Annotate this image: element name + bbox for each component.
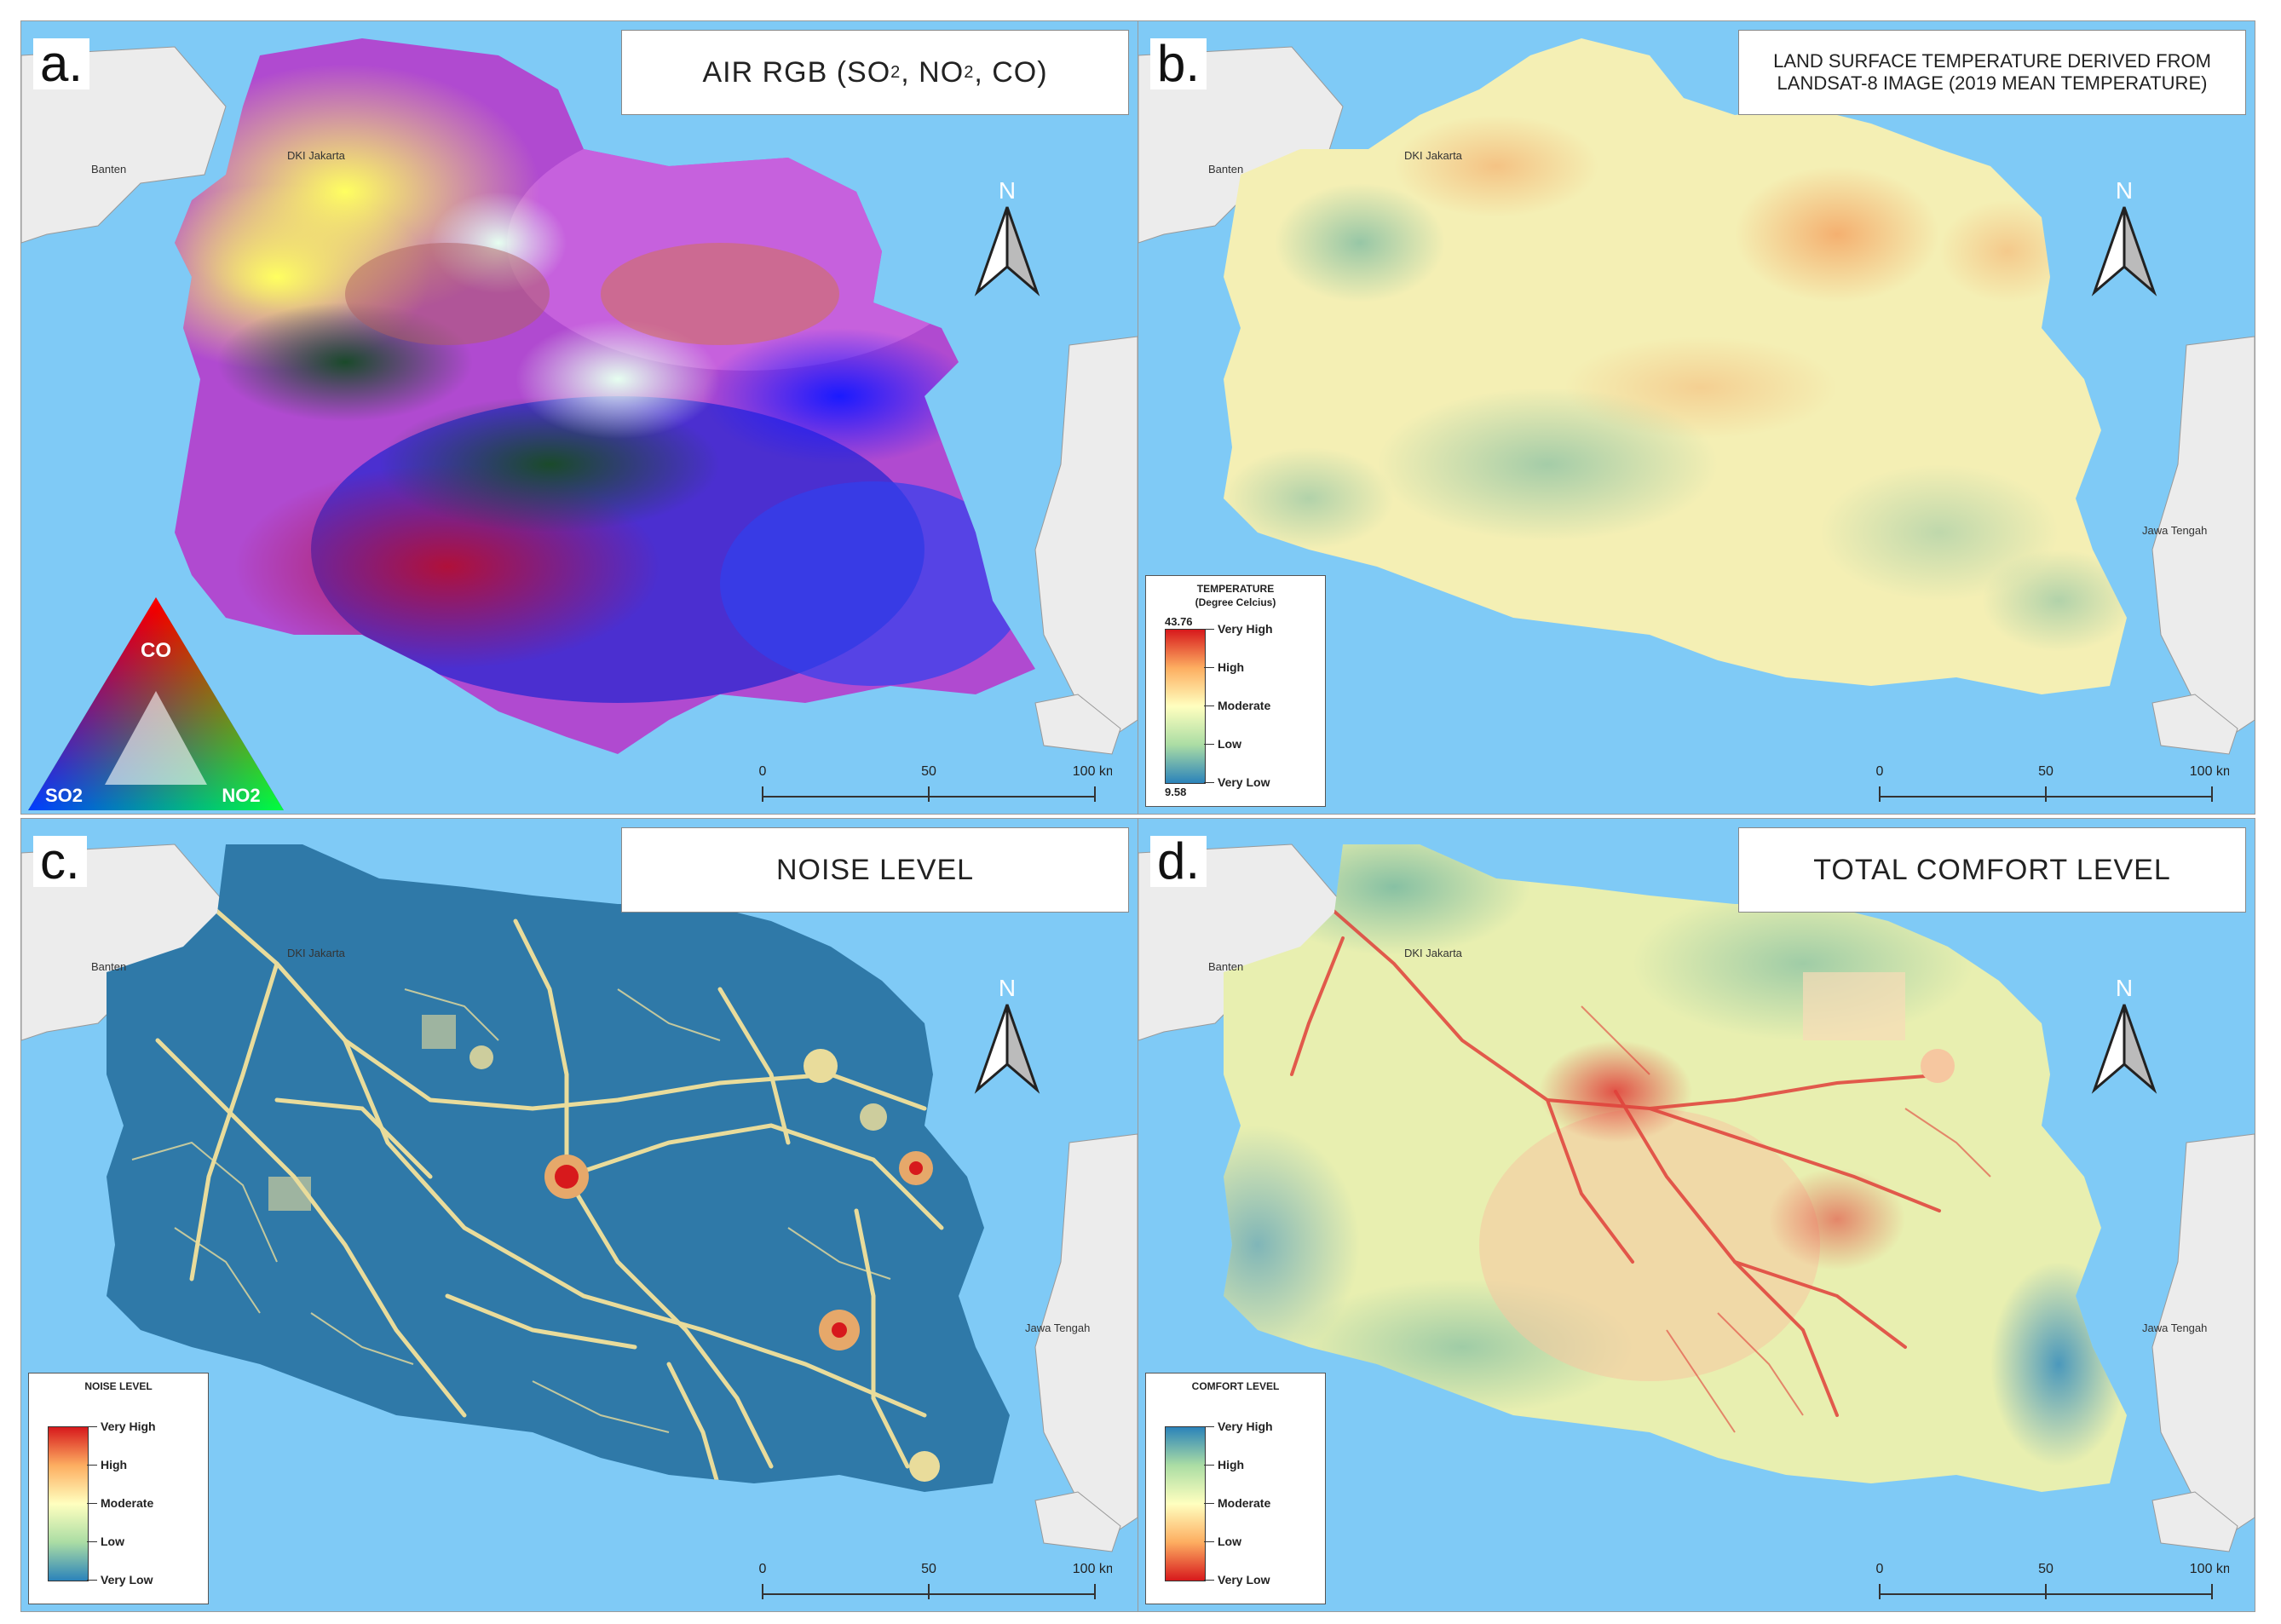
comfort-legend: COMFORT LEVEL Very High High Moderate Lo… [1145,1373,1326,1604]
scale-tick-0: 0 [759,764,767,779]
region-label-banten: Banten [91,163,127,176]
panel-land-surface-temperature: b. LAND SURFACE TEMPERATURE DERIVED FROM… [1138,20,2255,815]
north-arrow-icon: N [2091,177,2157,297]
scale-tick-0: 0 [1876,764,1884,779]
legend-label-moderate: Moderate [1218,1496,1271,1510]
north-label: N [999,177,1016,204]
rgb-triangle-legend: CO SO2 NO2 [28,597,284,810]
scale-tick-50: 50 [2038,764,2053,779]
scale-tick-0: 0 [759,1562,767,1576]
legend-label-very-low: Very Low [1218,1573,1270,1587]
region-label-jakarta: DKI Jakarta [287,947,345,959]
panel-letter: b. [1150,38,1207,89]
triangle-label-so2: SO2 [45,785,83,806]
legend-label-low: Low [101,1535,124,1548]
temperature-map [1138,38,2255,755]
panel-air-rgb: a. AIR RGB (SO 2, NO 2, CO) Banten DKI Jak… [20,20,1138,815]
legend-color-ramp [1165,1426,1206,1581]
scale-bar: 0 50 100 km [759,764,1112,802]
north-label: N [2116,177,2133,204]
legend-label-moderate: Moderate [1218,699,1271,712]
legend-color-ramp [48,1426,89,1581]
region-label-jakarta: DKI Jakarta [1404,947,1462,959]
scale-tick-100: 100 km [2190,764,2229,779]
scale-tick-100: 100 km [1073,764,1112,779]
scale-tick-0: 0 [1876,1562,1884,1576]
scale-tick-100: 100 km [2190,1562,2229,1576]
north-label: N [2116,975,2133,1001]
scale-bar: 0 50 100 km [1876,1562,2229,1599]
scale-tick-100: 100 km [1073,1562,1112,1576]
neighbor-land-west [21,46,227,244]
region-label-banten: Banten [1208,163,1244,176]
legend-label-high: High [101,1458,128,1471]
north-arrow-icon: N [2091,975,2157,1094]
legend-label-low: Low [1218,737,1241,751]
triangle-label-no2: NO2 [222,785,260,806]
triangle-label-co: CO [141,639,171,662]
panel-title: NOISE LEVEL [621,827,1129,913]
north-arrow-icon: N [974,177,1040,297]
panel-title: TOTAL COMFORT LEVEL [1738,827,2246,913]
panel-total-comfort-level: d. TOTAL COMFORT LEVEL Banten DKI Jakart… [1138,818,2255,1612]
legend-color-ramp [1165,629,1206,784]
panel-letter: d. [1150,836,1207,887]
legend-label-very-high: Very High [1218,622,1273,636]
scale-bar: 0 50 100 km [759,1562,1112,1599]
legend-label-very-low: Very Low [101,1573,153,1587]
legend-title: COMFORT LEVEL [1191,1380,1280,1392]
temperature-legend: TEMPERATURE (Degree Celcius) 43.76 9.58 … [1145,575,1326,807]
legend-label-very-high: Very High [101,1420,156,1433]
legend-label-low: Low [1218,1535,1241,1548]
region-label-banten: Banten [91,960,127,973]
neighbor-island-east [1034,694,1121,755]
legend-title: TEMPERATURE [1196,583,1275,595]
panel-letter: c. [33,836,87,887]
region-label-banten: Banten [1208,960,1244,973]
noise-map [21,844,1138,1552]
legend-max-value: 43.76 [1165,615,1193,628]
region-label-jawa-tengah: Jawa Tengah [1025,1322,1091,1334]
legend-label-high: High [1218,1458,1245,1471]
legend-label-high: High [1218,660,1245,674]
panel-letter: a. [33,38,90,89]
region-label-jawa-tengah: Jawa Tengah [2142,1322,2208,1334]
scale-tick-50: 50 [921,1562,936,1576]
scale-tick-50: 50 [921,764,936,779]
region-label-jakarta: DKI Jakarta [1404,149,1462,162]
legend-min-value: 9.58 [1165,786,1187,798]
legend-label-very-low: Very Low [1218,775,1270,789]
legend-label-very-high: Very High [1218,1420,1273,1433]
panel-noise-level: c. NOISE LEVEL Banten DKI Jakarta Jawa T… [20,818,1138,1612]
north-arrow-icon: N [974,975,1040,1094]
legend-title: NOISE LEVEL [84,1380,153,1392]
region-label-jawa-tengah: Jawa Tengah [2142,524,2208,537]
comfort-map [1138,844,2255,1552]
legend-label-moderate: Moderate [101,1496,154,1510]
north-label: N [999,975,1016,1001]
scale-tick-50: 50 [2038,1562,2053,1576]
panel-title: LAND SURFACE TEMPERATURE DERIVED FROM LA… [1738,30,2246,115]
neighbor-land-east [1034,336,1138,738]
panel-title: AIR RGB (SO 2, NO 2, CO) [621,30,1129,115]
air-rgb-map [21,38,1138,755]
legend-subtitle: (Degree Celcius) [1195,596,1276,608]
scale-bar: 0 50 100 km [1876,764,2229,802]
region-label-jakarta: DKI Jakarta [287,149,345,162]
noise-legend: NOISE LEVEL Very High High Moderate Low … [28,1373,209,1604]
